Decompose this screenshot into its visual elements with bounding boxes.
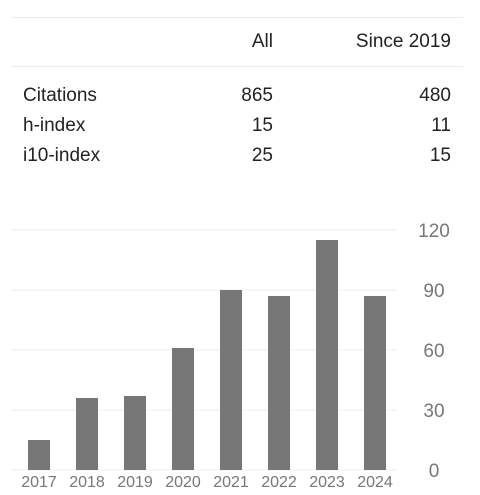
stats-value-citations-all: 865 [241, 85, 273, 106]
stats-value-h-index-all: 15 [251, 115, 273, 136]
stats-label-h-index[interactable]: h-index [23, 115, 86, 136]
y-tick-label: 0 [429, 461, 440, 482]
x-tick-label-2018: 2018 [69, 474, 105, 491]
stats-label-citations[interactable]: Citations [23, 85, 97, 106]
chart-x-tick-labels: 2017 2018 2019 2020 2021 2022 2023 2024 [21, 474, 393, 491]
stats-header-since[interactable]: Since 2019 [273, 17, 463, 67]
stats-row-h-index: h-index 15 11 [11, 111, 463, 141]
x-tick-label-2022: 2022 [261, 474, 297, 491]
stats-value-i10-index-since: 15 [429, 145, 451, 166]
x-tick-label-2020: 2020 [165, 474, 201, 491]
stats-value-h-index-since: 11 [431, 115, 451, 136]
bar-2024[interactable] [364, 296, 386, 470]
stats-label-i10-index[interactable]: i10-index [23, 145, 101, 166]
stats-value-citations-since: 480 [419, 85, 451, 106]
bar-2022[interactable] [268, 296, 290, 470]
chart-y-tick-labels: 0 30 60 90 120 [418, 221, 450, 482]
stats-row-citations: Citations 865 480 [11, 67, 463, 112]
stats-header-empty [11, 17, 153, 67]
stats-header-row: All Since 2019 [11, 17, 463, 67]
stats-value-i10-index-all: 25 [251, 145, 273, 166]
x-tick-label-2021: 2021 [213, 474, 249, 491]
bar-2018[interactable] [76, 398, 98, 470]
stats-header-all[interactable]: All [153, 17, 273, 67]
x-tick-label-2019: 2019 [117, 474, 153, 491]
x-tick-label-2017: 2017 [21, 474, 57, 491]
bar-2019[interactable] [124, 396, 146, 470]
bar-2023[interactable] [316, 240, 338, 470]
bar-2017[interactable] [28, 440, 50, 470]
y-tick-label: 60 [423, 341, 444, 362]
y-tick-label: 90 [423, 281, 444, 302]
citations-per-year-chart: 2017 2018 2019 2020 2021 2022 2023 2024 0 30 60 90… [12, 221, 450, 491]
y-tick-label: 30 [423, 401, 444, 422]
bar-2021[interactable] [220, 290, 242, 470]
citation-stats-table: All Since 2019 Citations 865 480 h-index… [11, 17, 463, 171]
chart-bars [28, 240, 386, 470]
y-tick-label: 120 [418, 221, 450, 242]
x-tick-label-2023: 2023 [309, 474, 345, 491]
bar-2020[interactable] [172, 348, 194, 470]
x-tick-label-2024: 2024 [357, 474, 393, 491]
stats-row-i10-index: i10-index 25 15 [11, 141, 463, 171]
chart-gridlines [12, 229, 396, 471]
